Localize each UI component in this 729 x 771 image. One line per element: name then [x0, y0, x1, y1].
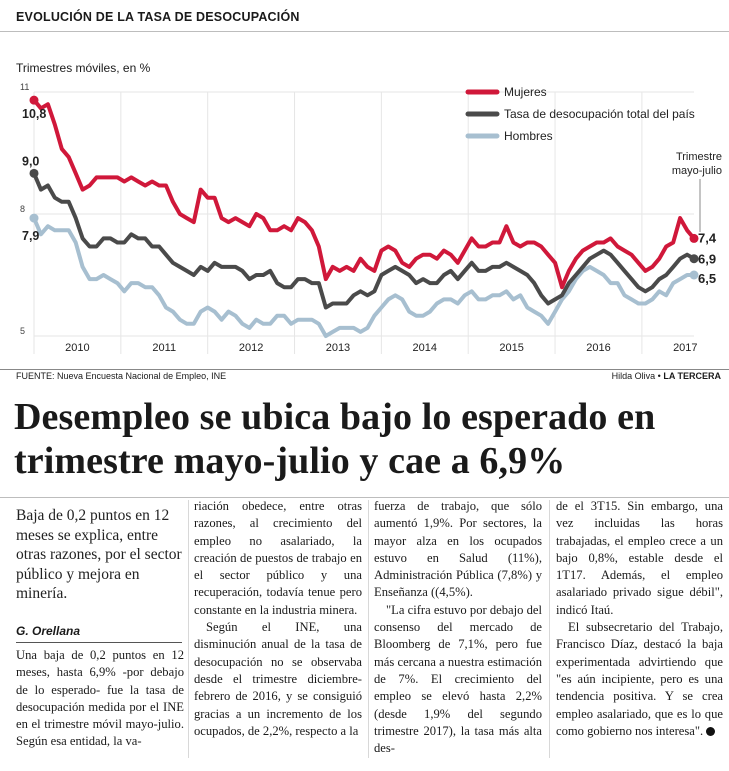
- paragraph: El subsecretario del Trabajo, Francisco …: [556, 619, 723, 740]
- chart-legend: Mujeres Tasa de desocupación total del pa…: [465, 85, 695, 143]
- chart-source: FUENTE: Nueva Encuesta Nacional de Emple…: [16, 371, 227, 381]
- column-divider: [188, 500, 189, 758]
- x-tick-label: 2012: [239, 342, 263, 354]
- end-value-label: 7,4: [698, 230, 717, 245]
- paragraph: "La cifra estuvo por debajo del consenso…: [374, 602, 542, 756]
- x-tick-label: 2016: [586, 342, 610, 354]
- article-headline: Desempleo se ubica bajo lo esperado en t…: [14, 396, 656, 482]
- x-tick-label: 2010: [65, 342, 89, 354]
- top-divider: [0, 31, 729, 32]
- chart-series: [29, 95, 699, 338]
- chart-grid: 5 8 11 2010 2011 2012 2013 2014 2015 2016 2017: [20, 82, 698, 354]
- legend-label: Mujeres: [504, 85, 547, 99]
- series-end-dot: [689, 233, 699, 243]
- legend-label: Tasa de desocupación total del país: [504, 107, 695, 121]
- article-column-1: Una baja de 0,2 puntos en 12 meses, hast…: [16, 647, 184, 751]
- paragraph: de el 3T15. Sin embargo, una vez incluid…: [556, 499, 723, 617]
- x-tick-label: 2011: [152, 342, 176, 354]
- series-start-dot: [29, 168, 39, 178]
- chart-labels: 10,8 9,0 7,9 7,4 6,9 6,5 Trimestre mayo-julio: [22, 107, 722, 286]
- credit-separator: •: [655, 371, 664, 381]
- credit-outlet: LA TERCERA: [663, 371, 721, 381]
- series-line: [32, 171, 696, 310]
- credit-author: Hilda Oliva: [611, 371, 656, 381]
- series-start-dot: [29, 213, 39, 223]
- y-tick-label: 8: [20, 204, 25, 214]
- article-column-4: de el 3T15. Sin embargo, una vez incluid…: [556, 498, 723, 740]
- paragraph: Según el INE, una disminución anual de l…: [194, 620, 362, 738]
- series-end-dot: [689, 270, 699, 280]
- x-tick-label: 2014: [413, 342, 437, 354]
- article-byline: G. Orellana: [16, 624, 81, 638]
- series-line: [32, 216, 696, 338]
- start-value-label: 9,0: [22, 154, 39, 168]
- start-value-label: 7,9: [22, 229, 39, 243]
- paragraph-text: El subsecretario del Trabajo, Francisco …: [556, 620, 723, 738]
- article-column-3: fuerza de trabajo, que sólo aumentó 1,9%…: [374, 498, 542, 757]
- end-value-label: 6,5: [698, 271, 716, 286]
- x-tick-label: 2015: [499, 342, 523, 354]
- series-start-dot: [29, 95, 39, 105]
- annotation-label: Trimestre: [676, 151, 722, 163]
- chart-credit: Hilda Oliva • LA TERCERA: [612, 371, 721, 381]
- legend-label: Hombres: [504, 129, 553, 143]
- article-column-2: riación obedece, entre otras razones, al…: [194, 498, 362, 740]
- byline-rule: [16, 642, 182, 643]
- chart-units-label: Trimestres móviles, en %: [16, 61, 151, 75]
- series-line: [32, 98, 696, 290]
- paragraph: Una baja de 0,2 puntos en 12 meses, hast…: [16, 648, 184, 749]
- annotation-label: mayo-julio: [672, 165, 722, 177]
- chart-bottom-divider: [0, 369, 729, 370]
- y-tick-label: 5: [20, 326, 25, 336]
- end-mark-icon: [706, 726, 716, 736]
- y-tick-label: 11: [20, 82, 29, 92]
- x-tick-label: 2013: [326, 342, 350, 354]
- series-end-dot: [689, 254, 699, 264]
- unemployment-line-chart: 5 8 11 2010 2011 2012 2013 2014 2015 2016 2017 10,…: [20, 82, 722, 354]
- start-value-label: 10,8: [22, 107, 46, 121]
- end-value-label: 6,9: [698, 252, 716, 267]
- graphic-kicker: EVOLUCIÓN DE LA TASA DE DESOCUPACIÓN: [16, 10, 300, 24]
- paragraph: fuerza de trabajo, que sólo aumentó 1,9%…: [374, 499, 542, 600]
- headline-divider: [0, 497, 729, 498]
- article-deck: Baja de 0,2 puntos en 12 meses se explic…: [16, 507, 182, 602]
- paragraph: riación obedece, entre otras razones, al…: [194, 499, 362, 617]
- column-divider: [368, 500, 369, 758]
- x-tick-label: 2017: [673, 342, 697, 354]
- column-divider: [549, 500, 550, 758]
